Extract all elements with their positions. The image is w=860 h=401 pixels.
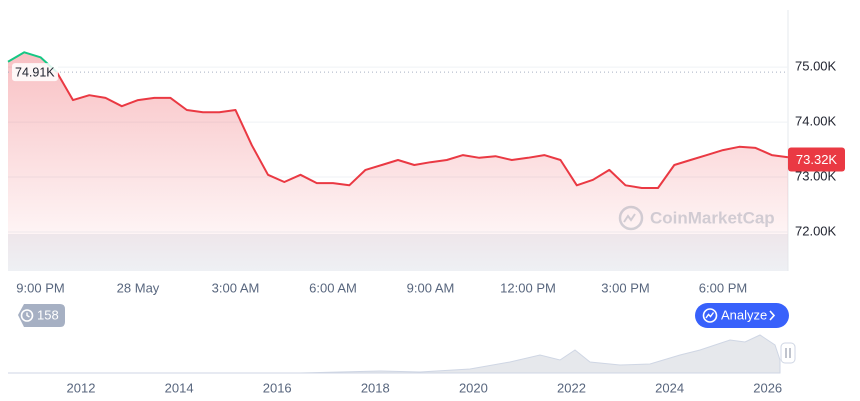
navigator-area	[8, 334, 781, 374]
current-price-badge	[788, 147, 845, 172]
y-tick-label: 75.00K	[795, 59, 837, 74]
y-tick-label: 72.00K	[795, 223, 837, 238]
navigator-label: 2022	[557, 380, 586, 395]
analyze-label: Analyze	[721, 307, 767, 322]
watermark-text: CoinMarketCap	[650, 208, 775, 227]
x-tick-label: 6:00 AM	[309, 280, 357, 295]
navigator-label: 2020	[459, 380, 488, 395]
x-tick-label: 9:00 AM	[407, 280, 455, 295]
history-count: 158	[37, 307, 59, 322]
navigator-label: 2014	[165, 380, 194, 395]
watermark: CoinMarketCap	[618, 205, 775, 231]
x-tick-label: 6:00 PM	[699, 280, 747, 295]
price-line	[7, 51, 789, 189]
reference-label-bg	[12, 63, 58, 82]
current-price-label: 73.32K	[796, 152, 838, 167]
history-button[interactable]: 158	[18, 304, 65, 327]
navigator-label: 2018	[361, 380, 390, 395]
y-tick-label: 74.00K	[795, 114, 837, 129]
x-tick-label: 3:00 PM	[601, 280, 649, 295]
navigator-label: 2016	[263, 380, 292, 395]
reference-label: 74.91K	[15, 65, 55, 79]
analyze-button[interactable]: Analyze	[695, 303, 789, 328]
price-area	[8, 52, 788, 271]
navigator-handle[interactable]	[780, 342, 796, 364]
y-tick-label: 73.00K	[795, 168, 837, 183]
x-tick-label: 9:00 PM	[16, 280, 64, 295]
navigator-label: 2012	[67, 380, 96, 395]
navigator-label: 2024	[655, 380, 684, 395]
x-tick-label: 28 May	[117, 280, 160, 295]
x-tick-label: 12:00 PM	[500, 280, 556, 295]
x-tick-label: 3:00 AM	[212, 280, 260, 295]
navigator-label: 2026	[753, 380, 782, 395]
